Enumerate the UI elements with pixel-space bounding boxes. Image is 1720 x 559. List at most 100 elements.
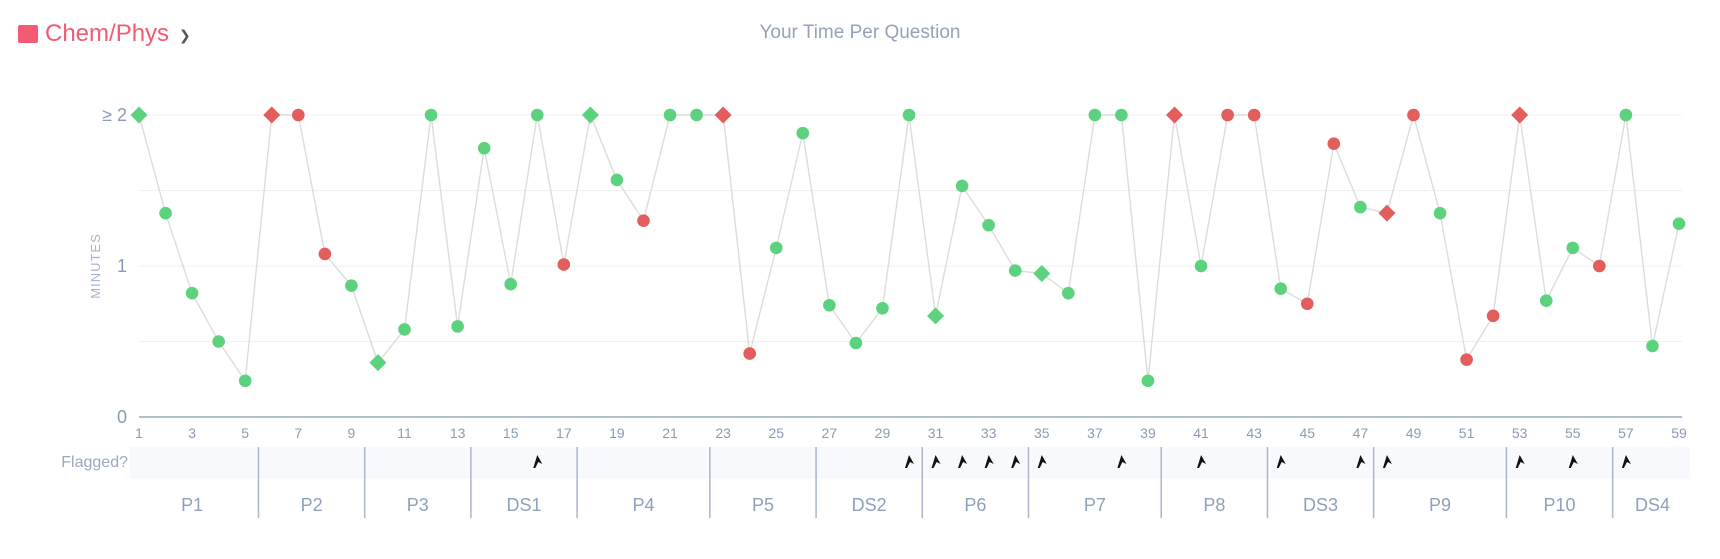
data-point-diamond bbox=[1033, 265, 1051, 283]
data-point bbox=[743, 347, 756, 360]
flag-icon-shape bbox=[1356, 455, 1366, 468]
data-point bbox=[1088, 108, 1102, 122]
data-point-diamond bbox=[1511, 106, 1529, 124]
passage-label: P2 bbox=[301, 495, 323, 515]
data-points bbox=[130, 106, 1686, 388]
data-point bbox=[1274, 282, 1288, 295]
x-tick-label: 19 bbox=[609, 425, 625, 441]
x-tick-label: 17 bbox=[556, 425, 572, 441]
data-point bbox=[1566, 241, 1580, 255]
data-point bbox=[1194, 259, 1208, 273]
x-tick-label: 37 bbox=[1087, 425, 1103, 441]
x-tick-label: 29 bbox=[875, 425, 891, 441]
data-point bbox=[1460, 353, 1473, 366]
flag-icon bbox=[1117, 455, 1127, 468]
chart-title: Your Time Per Question bbox=[759, 22, 961, 43]
data-point bbox=[1008, 264, 1022, 277]
passage-label: DS2 bbox=[852, 495, 887, 515]
data-point-diamond bbox=[263, 106, 281, 124]
data-point-diamond bbox=[714, 106, 732, 124]
data-point bbox=[955, 179, 969, 193]
flag-icon-shape bbox=[533, 455, 543, 468]
data-point bbox=[1407, 108, 1420, 122]
x-tick-label: 49 bbox=[1406, 425, 1422, 441]
x-tick-label: 43 bbox=[1246, 425, 1262, 441]
data-point bbox=[451, 320, 464, 333]
passage-label: DS1 bbox=[506, 495, 541, 515]
data-point bbox=[424, 108, 438, 122]
flag-icon bbox=[984, 455, 994, 468]
flag-icon bbox=[533, 455, 543, 468]
data-point bbox=[823, 298, 836, 312]
x-tick-label: 5 bbox=[241, 425, 249, 441]
data-point bbox=[1619, 108, 1633, 122]
data-point bbox=[530, 108, 544, 122]
data-point bbox=[796, 126, 810, 140]
x-tick-label: 1 bbox=[135, 425, 143, 441]
gridlines bbox=[139, 114, 1682, 342]
flag-icon-shape bbox=[931, 455, 941, 468]
x-tick-label: 21 bbox=[662, 425, 678, 441]
data-point bbox=[212, 335, 225, 348]
flag-icon bbox=[1197, 455, 1207, 468]
passage-label: P5 bbox=[752, 495, 774, 515]
flagged-row: Flagged? bbox=[61, 447, 1690, 479]
flag-icon-shape bbox=[1276, 455, 1286, 468]
data-point bbox=[1062, 286, 1075, 300]
flag-icon-shape bbox=[1382, 455, 1392, 468]
chevron-down-icon: ❯ bbox=[179, 26, 191, 43]
data-point bbox=[238, 374, 252, 388]
x-tick-label: 53 bbox=[1512, 425, 1528, 441]
x-tick-label: 51 bbox=[1459, 425, 1475, 441]
data-point bbox=[1593, 259, 1606, 273]
data-point bbox=[663, 108, 677, 122]
passage-label: P1 bbox=[181, 495, 203, 515]
passage-label: P7 bbox=[1084, 495, 1106, 515]
y-tick-label: ≥ 2 bbox=[102, 105, 127, 125]
data-point bbox=[504, 277, 518, 291]
data-point bbox=[1354, 200, 1367, 214]
y-tick-label: 1 bbox=[117, 256, 127, 276]
data-point bbox=[185, 286, 199, 300]
x-tick-label: 23 bbox=[715, 425, 731, 441]
flag-icon-shape bbox=[1117, 455, 1127, 468]
flag-icon-shape bbox=[984, 455, 994, 468]
y-axis-title: MINUTES bbox=[88, 233, 103, 299]
flag-icon bbox=[1011, 455, 1021, 468]
data-point bbox=[1141, 374, 1155, 388]
data-point-diamond bbox=[927, 307, 945, 325]
data-point-diamond bbox=[1378, 204, 1396, 222]
subject-dropdown[interactable]: Chem/Phys ❯ bbox=[18, 20, 191, 48]
x-tick-label: 25 bbox=[768, 425, 784, 441]
data-point bbox=[1300, 297, 1314, 311]
x-tick-label: 11 bbox=[397, 425, 412, 441]
data-point-diamond bbox=[130, 106, 148, 124]
x-tick-label: 45 bbox=[1299, 425, 1315, 441]
data-point-diamond bbox=[581, 106, 599, 124]
x-tick-label: 41 bbox=[1193, 425, 1209, 441]
x-tick-label: 35 bbox=[1034, 425, 1050, 441]
y-tick-label: 0 bbox=[117, 407, 127, 427]
flag-icon bbox=[905, 455, 914, 468]
data-point bbox=[1433, 206, 1447, 220]
data-point bbox=[398, 323, 411, 336]
x-tick-label: 13 bbox=[450, 425, 466, 441]
data-point bbox=[1672, 217, 1686, 231]
passage-label: P10 bbox=[1544, 495, 1576, 515]
passage-label: P6 bbox=[964, 495, 986, 515]
x-tick-label: 57 bbox=[1618, 425, 1634, 441]
passage-row: P1 P2 P3 DS1 P4 P5 DS2 P6 P7 P8 DS3 P9 P10 DS4 bbox=[181, 447, 1670, 518]
x-tick-label: 47 bbox=[1353, 425, 1369, 441]
flag-icon bbox=[1568, 455, 1578, 468]
x-tick-label: 39 bbox=[1140, 425, 1156, 441]
data-point-diamond bbox=[1166, 106, 1184, 124]
flag-icon bbox=[1621, 455, 1631, 468]
flag-icon bbox=[1037, 455, 1047, 468]
chart-header: Chem/Phys ❯ Your Time Per Question bbox=[0, 0, 1720, 70]
x-tick-label: 27 bbox=[822, 425, 838, 441]
data-point bbox=[637, 214, 650, 227]
data-point bbox=[345, 279, 358, 292]
flagged-row-background bbox=[130, 447, 1690, 479]
passage-label: DS3 bbox=[1303, 495, 1338, 515]
